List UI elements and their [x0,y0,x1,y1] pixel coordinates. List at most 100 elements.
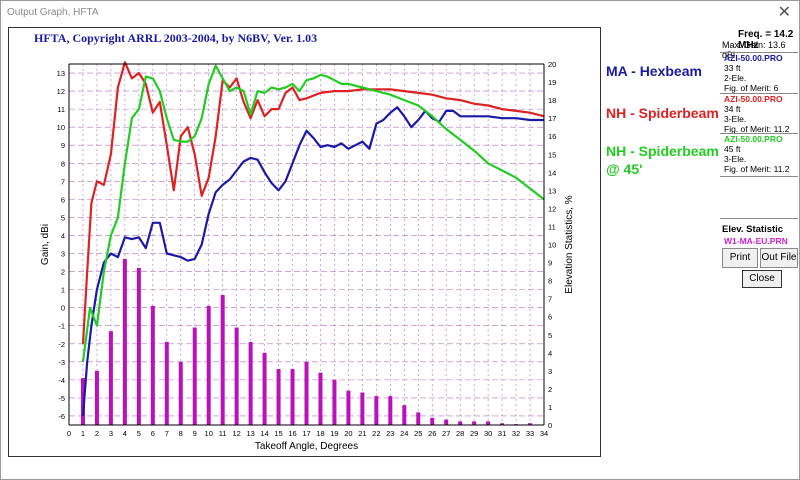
y2-tick-label: 7 [548,295,552,304]
series-line [81,61,545,344]
y2-tick-label: 9 [548,259,552,268]
elev-statistic-title: Elev. Statistic [722,224,784,235]
y2-tick-label: 16 [548,132,556,141]
elevation-bar [458,421,463,425]
x-tick-label: 19 [330,429,338,438]
x-tick-label: 23 [386,429,394,438]
x-tick-label: 28 [456,429,464,438]
close-button[interactable]: Close [742,270,782,288]
elevation-bar [332,379,337,425]
x-tick-label: 4 [123,429,127,438]
file-elements: 3-Ele. [724,154,747,164]
elevation-bar [94,370,99,425]
x-axis-label: Takeoff Angle, Degrees [255,441,358,452]
elevation-bar [402,405,407,425]
y2-tick-label: 13 [548,186,556,195]
x-tick-label: 14 [260,429,268,438]
legend-nh-spiderbeam: NH - Spiderbeam [606,105,719,121]
elev-separator [720,218,798,219]
elevation-bar [136,267,141,425]
legend-nh-spiderbeam-45: NH - Spiderbeam @ 45' [606,142,719,178]
file-height: 34 ft [724,104,741,114]
x-tick-label: 32 [512,429,520,438]
x-tick-label: 17 [302,429,310,438]
x-tick-label: 11 [219,429,227,438]
y-tick-label: -3 [58,358,65,367]
file-name: AZI-50.00.PRO [724,94,783,104]
y2-tick-label: 14 [548,168,556,177]
y2-tick-label: 10 [548,241,556,250]
x-tick-label: 16 [288,429,296,438]
legend-nh45-line2: @ 45' [606,161,643,177]
y-tick-label: -1 [58,322,65,331]
file-name: AZI-50.00.PRO [724,134,783,144]
out-file-button[interactable]: Out File [760,248,798,268]
elevation-bar [248,341,253,425]
y2-tick-label: 17 [548,114,556,123]
y-tick-label: 2 [61,268,65,277]
elevation-bar [416,412,421,425]
x-tick-label: 25 [414,429,422,438]
print-button[interactable]: Print [722,248,758,268]
series-line [81,106,544,417]
y2-axis-label: Elevation Statistics, % [564,195,575,293]
x-tick-label: 20 [344,429,352,438]
file-block-2: AZI-50.00.PRO 34 ft 3-Ele. Fig. of Merit… [720,93,798,134]
elev-statistic-file: W1-MA-EU.PRN [724,236,788,246]
x-tick-label: 27 [442,429,450,438]
y-tick-label: -4 [58,376,65,385]
elevation-bar [192,327,197,425]
y-tick-label: 5 [61,213,65,222]
x-tick-label: 12 [232,429,240,438]
file-separator [720,176,798,177]
elevation-bar [444,419,449,425]
x-tick-label: 6 [151,429,155,438]
y-tick-label: 12 [57,87,65,96]
y2-tick-label: 8 [548,277,552,286]
elevation-bar [528,423,533,425]
y-tick-label: 8 [61,159,65,168]
y-tick-label: 9 [61,141,65,150]
elevation-bar [220,295,225,425]
x-tick-label: 18 [316,429,324,438]
y-tick-label: -5 [58,394,65,403]
elevation-bar [472,421,477,425]
elevation-bar [178,361,183,425]
max-gain-label: Max. Gain: 13.6 dBi [722,40,786,60]
elevation-bar [122,258,127,425]
x-tick-label: 21 [358,429,366,438]
elevation-bar [276,369,281,425]
y-tick-label: 6 [61,195,65,204]
y-tick-label: 11 [57,105,65,114]
file-block-1: AZI-50.00.PRO 33 ft 2-Ele. Fig. of Merit… [720,52,798,93]
y2-tick-label: 3 [548,367,552,376]
elevation-bar [164,341,169,425]
y-axis-label: Gain, dBi [40,224,51,265]
window-close-icon[interactable]: ✕ [777,4,791,21]
elevation-bar [80,378,85,425]
y2-tick-label: 1 [548,403,552,412]
x-tick-label: 3 [109,429,113,438]
y2-tick-label: 19 [548,78,556,87]
x-tick-label: 31 [498,429,506,438]
elevation-bar [108,331,113,425]
x-tick-label: 24 [400,429,408,438]
legend-ma-hexbeam: MA - Hexbeam [606,63,702,79]
x-tick-label: 30 [484,429,492,438]
y2-tick-label: 20 [548,60,556,69]
elevation-bar [234,327,239,425]
y2-tick-label: 5 [548,331,552,340]
y2-tick-label: 4 [548,349,552,358]
x-tick-label: 34 [540,429,548,438]
frequency-label: Freq. = 14.2 MHz [738,29,794,51]
x-tick-label: 29 [470,429,478,438]
elevation-bar [318,372,323,425]
x-tick-label: 9 [193,429,197,438]
y2-tick-label: 6 [548,313,552,322]
file-height: 33 ft [724,63,741,73]
title-bar: Output Graph, HFTA ✕ [1,1,799,27]
series-line [81,64,545,362]
elevation-bar [388,396,393,425]
x-tick-label: 33 [526,429,534,438]
elevation-bar [150,305,155,425]
